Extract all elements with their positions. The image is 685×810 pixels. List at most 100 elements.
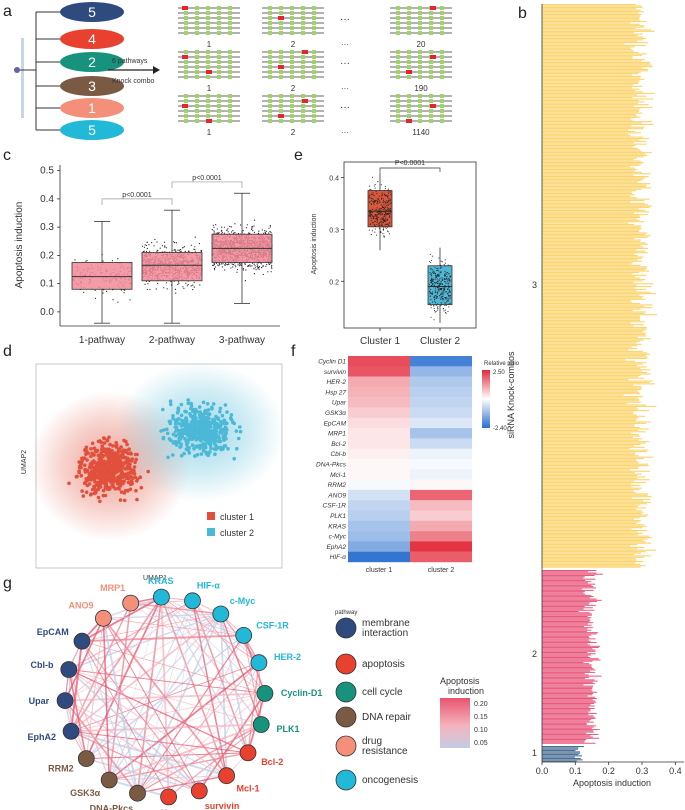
combo-bar — [542, 513, 642, 515]
heatmap-row-label: PLK1 — [330, 513, 346, 520]
grid-marker — [228, 16, 232, 20]
umap-point-cluster2 — [213, 429, 217, 433]
e-point — [436, 274, 438, 277]
combo-bar — [542, 647, 599, 649]
combo-bar — [542, 108, 641, 110]
combo-bar — [542, 352, 648, 354]
grid-marker — [312, 119, 316, 123]
e-point — [433, 319, 435, 321]
combo-bar — [542, 228, 642, 230]
e-point — [436, 283, 439, 285]
combo-bar — [542, 603, 589, 605]
e-point — [372, 222, 374, 224]
combo-bar — [542, 415, 645, 417]
network-node-label: Bcl-2 — [261, 757, 283, 767]
umap-point-cluster1 — [125, 442, 129, 447]
umap-point-cluster2 — [195, 431, 200, 436]
grid-marker — [301, 26, 305, 30]
umap-point-cluster1 — [99, 457, 104, 462]
heatmap-col-labels: cluster 1 cluster 2 — [366, 567, 455, 574]
combo-bar — [542, 737, 600, 739]
c-point — [177, 281, 180, 283]
umap-point-cluster2 — [224, 431, 228, 436]
c-point — [157, 282, 159, 284]
pathway-legend-marker — [335, 769, 357, 791]
combo-bar — [542, 231, 639, 233]
e-point — [436, 286, 438, 288]
heatmap-cell — [410, 386, 472, 398]
grid-marker — [290, 75, 294, 79]
umap-point-cluster2 — [209, 421, 213, 426]
umap-point-cluster1 — [132, 465, 137, 469]
grid-marker — [279, 55, 283, 59]
combo-bar — [542, 624, 592, 626]
e-point — [379, 232, 381, 234]
grid-marker — [206, 99, 210, 103]
heatmap-cell — [348, 541, 410, 552]
grid-knock-marker — [206, 70, 212, 74]
combo-bar — [542, 510, 642, 512]
e-point — [441, 277, 443, 279]
network-edge — [136, 596, 163, 794]
e-point — [379, 221, 381, 223]
umap-point-cluster1 — [120, 468, 124, 472]
e-point — [380, 184, 382, 186]
network-edge — [109, 752, 249, 781]
combo-bar — [542, 4, 636, 6]
grid-marker — [206, 104, 210, 108]
c-y-axis-label: Apoptosis induction — [14, 202, 25, 289]
grid-marker — [268, 21, 272, 25]
network-edge — [137, 723, 262, 794]
e-point — [369, 212, 371, 214]
combo-bar — [542, 740, 586, 742]
combo-bar — [542, 309, 633, 312]
umap-point-cluster1 — [121, 455, 126, 460]
c-point — [155, 288, 157, 290]
grid-marker — [407, 50, 411, 54]
grid-marker — [440, 50, 444, 54]
combo-bar — [542, 425, 635, 427]
c-point — [268, 263, 270, 265]
umap-point-cluster1 — [102, 441, 107, 445]
combo-bar — [542, 64, 652, 66]
combo-bar — [542, 462, 640, 464]
combo-bar — [542, 571, 589, 573]
e-point — [446, 292, 448, 294]
combo-bar — [542, 271, 640, 274]
combo-bar — [542, 332, 646, 334]
combo-bar — [542, 312, 645, 314]
grid-marker — [290, 21, 294, 25]
combo-bar — [542, 60, 642, 62]
e-point — [430, 279, 432, 281]
e-point — [441, 283, 443, 285]
c-point — [261, 229, 263, 231]
heatmap-cell — [410, 510, 472, 521]
c-point — [102, 260, 104, 262]
grid-marker — [312, 31, 316, 35]
combo-bar — [542, 538, 648, 540]
combo-bar — [542, 629, 592, 631]
grid-marker — [396, 21, 400, 25]
combo-bar — [542, 607, 593, 609]
e-point — [430, 261, 432, 264]
grid-marker — [206, 50, 210, 54]
c-point — [270, 271, 272, 273]
grid-marker — [290, 104, 294, 108]
e-point — [378, 227, 380, 229]
grid-marker — [195, 16, 199, 20]
combo-bar — [542, 654, 591, 656]
c-point — [187, 284, 189, 286]
grid-marker — [301, 31, 305, 35]
c-point — [244, 262, 246, 264]
combo-bar — [542, 6, 643, 8]
e-point — [433, 283, 435, 285]
umap-point-cluster1 — [98, 464, 102, 469]
c-point — [173, 241, 175, 243]
combo-bar — [542, 424, 635, 426]
combo-bar — [542, 615, 588, 617]
e-point — [383, 226, 385, 228]
combo-bar — [542, 453, 635, 455]
c-point — [198, 243, 200, 245]
umap-point-cluster2 — [166, 455, 170, 460]
